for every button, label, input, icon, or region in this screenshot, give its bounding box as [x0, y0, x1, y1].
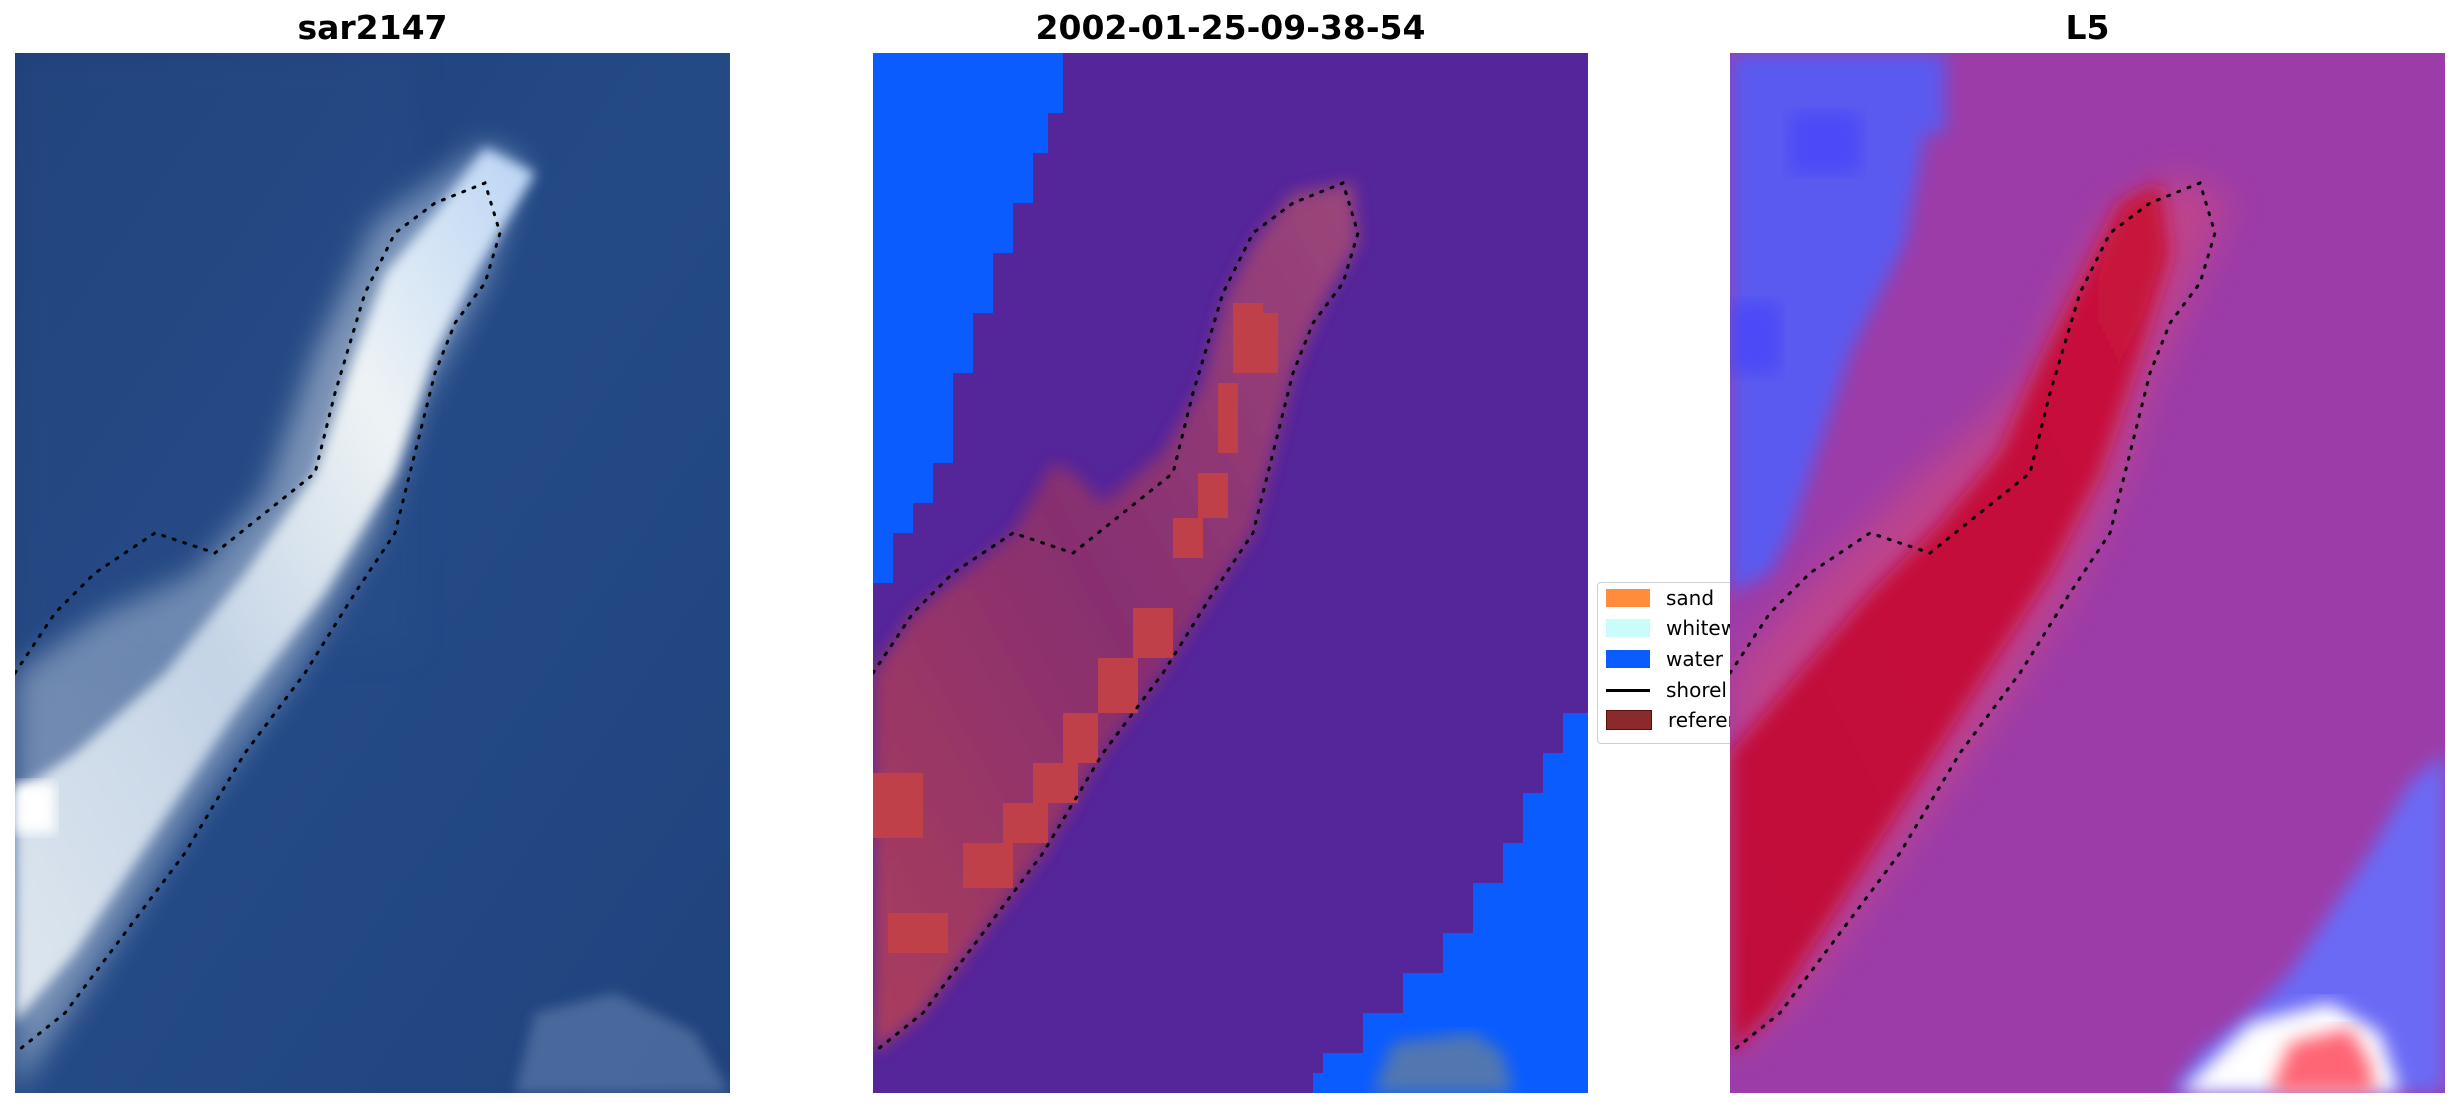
- low-probability-left: [1730, 53, 1945, 593]
- whitewater-swatch: [1606, 619, 1650, 637]
- legend: sand whitew water shorel referen: [1597, 582, 1734, 744]
- panel-title-classification: 2002-01-25-09-38-54: [1035, 8, 1426, 47]
- panel-title-probability: L5: [2065, 8, 2110, 47]
- high-probability-area: [1730, 183, 2170, 1053]
- water-swatch: [1606, 650, 1650, 668]
- classification-panel: [873, 53, 1588, 1093]
- shoreline: [873, 180, 1360, 1055]
- legend-item-water: water: [1606, 647, 1723, 671]
- water-class-right: [1313, 713, 1588, 1093]
- sand-spit: [15, 148, 535, 1023]
- panel-title-rgb: sar2147: [297, 8, 448, 47]
- shoreline: [1730, 180, 2217, 1055]
- legend-item-whitewater: whitew: [1606, 616, 1734, 640]
- legend-label: shorel: [1666, 678, 1727, 702]
- rgb-image-panel: [15, 53, 730, 1093]
- reference-swatch: [1606, 710, 1652, 730]
- legend-label: whitew: [1666, 616, 1734, 640]
- rgb-image: [15, 53, 730, 1093]
- shoreline: [15, 180, 502, 1055]
- legend-label: referen: [1668, 708, 1734, 732]
- legend-label: sand: [1666, 586, 1715, 610]
- classification-image: [873, 53, 1588, 1093]
- sand-swatch: [1606, 589, 1650, 607]
- low-probability-right: [2170, 753, 2445, 1093]
- reference-class: [873, 303, 1278, 953]
- shoreline-swatch: [1606, 688, 1650, 692]
- legend-item-shoreline: shorel: [1606, 678, 1727, 702]
- legend-item-sand: sand: [1606, 586, 1714, 610]
- water-class-left: [873, 53, 1063, 583]
- probability-panel: [1730, 53, 2445, 1093]
- legend-label: water: [1666, 647, 1723, 671]
- legend-item-reference: referen: [1606, 708, 1734, 732]
- probability-image: [1730, 53, 2445, 1093]
